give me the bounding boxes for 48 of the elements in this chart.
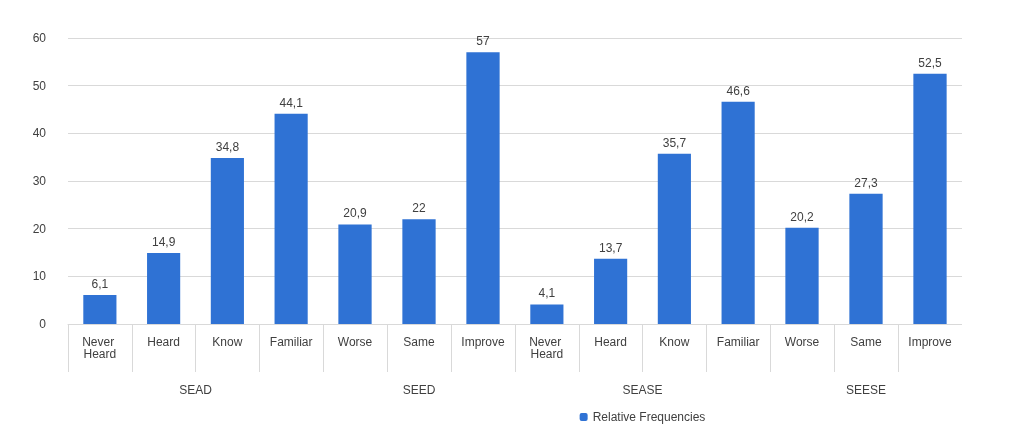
data-label: 22 (412, 201, 427, 216)
x-tick-label: Improve (908, 335, 953, 349)
data-label: 52,5 (918, 55, 943, 70)
bar (657, 153, 691, 324)
bar (274, 113, 308, 324)
x-tick-label: Familiar (716, 335, 760, 349)
x-axis-title: SEASE (622, 383, 663, 397)
y-tick-label: 20 (32, 221, 47, 236)
x-tick-label: Know (212, 335, 243, 349)
x-tick-label: Never Heard (529, 335, 565, 361)
data-label: 35,7 (662, 135, 687, 150)
bar (210, 158, 244, 324)
x-tick-label: Familiar (269, 335, 313, 349)
data-label: 46,6 (726, 83, 751, 98)
x-tick-label: Never Heard (82, 335, 118, 361)
y-tick-label: 30 (32, 174, 47, 188)
data-label: 27,3 (854, 175, 879, 190)
x-tick-label: Worse (785, 335, 820, 349)
data-label: 44,1 (279, 95, 304, 110)
x-tick-label: Improve (461, 335, 506, 349)
data-label: 20,2 (790, 209, 815, 224)
data-label: 4,1 (538, 286, 556, 301)
data-label: 20,9 (343, 206, 368, 221)
y-tick-label: 60 (32, 31, 47, 45)
x-axis-title: SEED (403, 383, 437, 397)
bar (530, 304, 564, 324)
bar (147, 252, 181, 324)
x-axis-title: SEESE (846, 383, 887, 397)
y-tick-label: 10 (32, 269, 47, 284)
x-tick-label: Same (850, 335, 883, 349)
data-label: 6,1 (91, 276, 109, 291)
x-tick-label: Same (403, 335, 436, 349)
bar (83, 294, 117, 324)
x-tick-label: Know (659, 335, 690, 349)
data-label: 14,9 (151, 234, 176, 249)
x-tick-label: Heard (594, 335, 627, 349)
bar (721, 101, 755, 324)
legend-label: Relative Frequencies (592, 410, 706, 424)
y-tick-label: 40 (32, 126, 47, 141)
data-label: 57 (476, 34, 491, 49)
x-tick-label: Heard (147, 335, 180, 349)
y-tick-label: 50 (32, 78, 47, 93)
y-tick-label: 0 (39, 317, 47, 331)
x-tick-label: Worse (338, 335, 373, 349)
data-label: 34,8 (215, 140, 240, 155)
data-label: 13,7 (598, 240, 623, 255)
bar (594, 258, 628, 324)
x-axis-title: SEAD (179, 383, 213, 397)
